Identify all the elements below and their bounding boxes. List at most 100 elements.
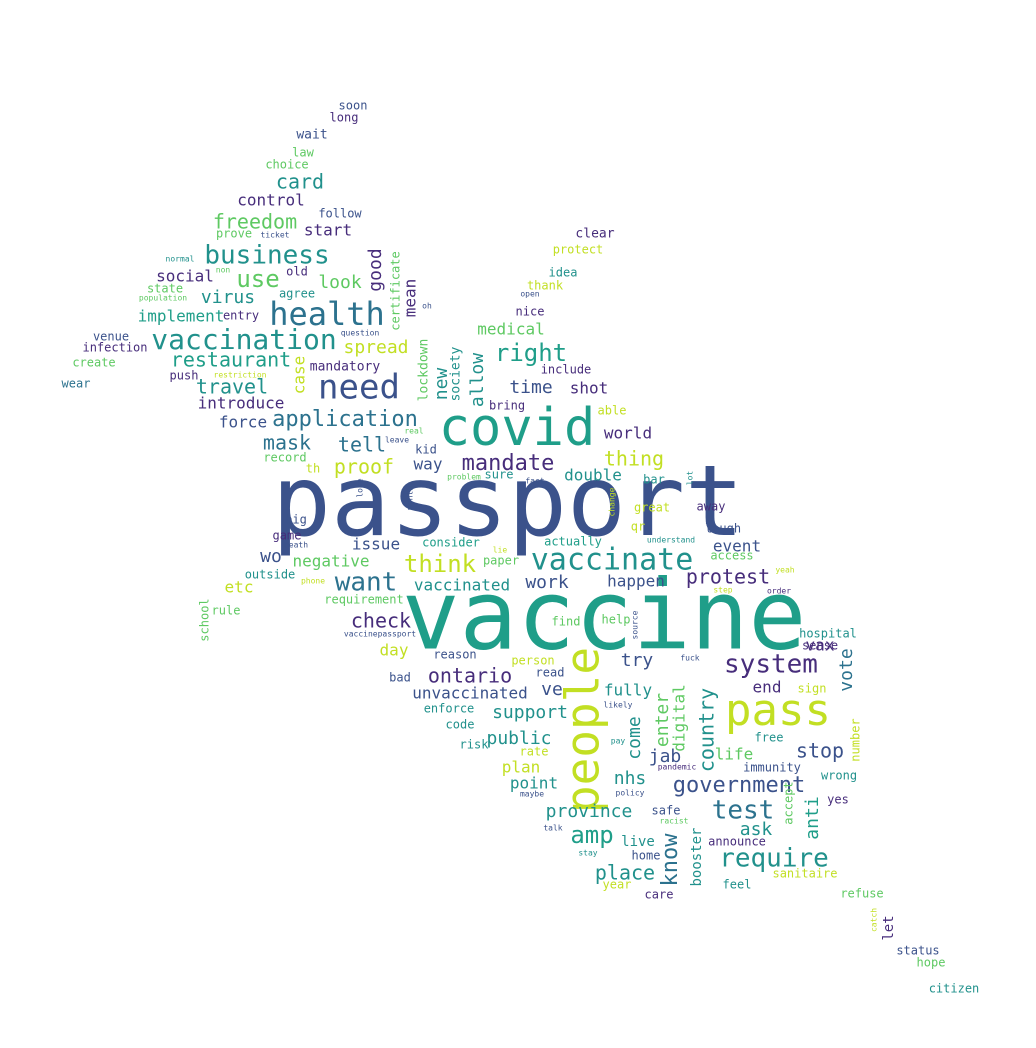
word-government: government <box>673 773 805 798</box>
word-create: create <box>72 356 115 370</box>
word-jab: jab <box>649 746 682 767</box>
word-sign: sign <box>798 682 827 696</box>
word-agree: agree <box>279 287 315 301</box>
word-phone: phone <box>301 577 325 586</box>
word-oh: oh <box>422 302 432 311</box>
word-non: non <box>216 266 231 275</box>
word-introduce: introduce <box>198 394 285 413</box>
word-announce: announce <box>708 835 766 849</box>
word-public: public <box>486 728 551 749</box>
word-order: order <box>767 587 791 596</box>
word-ve: ve <box>541 679 563 700</box>
word-issue: issue <box>352 535 400 554</box>
word-test: test <box>712 796 775 826</box>
word-social: social <box>156 267 214 286</box>
word-actually: actually <box>544 535 602 549</box>
word-citizen: citizen <box>929 982 980 996</box>
word-sanitaire: sanitaire <box>772 867 837 881</box>
word-stay: stay <box>578 849 597 858</box>
word-check: check <box>351 609 411 633</box>
word-mandate: mandate <box>462 451 555 476</box>
word-vaccinate: vaccinate <box>531 543 694 578</box>
word-game: game <box>273 529 302 543</box>
word-end: end <box>753 678 782 697</box>
word-ask: ask <box>740 819 773 840</box>
word-virus: virus <box>201 287 255 308</box>
word-mask: mask <box>263 431 311 455</box>
word-lot: lot <box>686 471 695 486</box>
word-wrong: wrong <box>821 769 857 783</box>
word-try: try <box>621 650 654 671</box>
word-booster: booster <box>689 827 705 886</box>
word-plan: plan <box>502 758 541 777</box>
word-time: time <box>509 377 552 398</box>
word-good: good <box>365 248 386 291</box>
word-travel: travel <box>196 375 268 399</box>
word-free: free <box>755 731 784 745</box>
word-certificate: certificate <box>389 251 403 330</box>
word-nhs: nhs <box>614 768 647 789</box>
word-help: help <box>602 613 631 627</box>
word-thank: thank <box>527 279 564 293</box>
word-new: new <box>431 368 452 401</box>
word-fact: fact <box>525 477 544 486</box>
word-point: point <box>510 774 558 793</box>
word-digital: digital <box>670 684 689 751</box>
word-leave: leave <box>385 436 409 445</box>
word-pay: pay <box>611 737 626 746</box>
word-let: let <box>881 915 897 940</box>
word-year: year <box>603 878 632 892</box>
word-able: able <box>598 404 627 418</box>
word-business: business <box>204 241 329 271</box>
word-real: real <box>404 427 423 436</box>
word-problem: problem <box>447 473 481 482</box>
word-want: want <box>335 568 398 598</box>
word-implement: implement <box>138 307 225 326</box>
word-event: event <box>713 537 761 556</box>
word-control: control <box>237 191 304 210</box>
word-bar: bar <box>643 473 665 487</box>
word-allow: allow <box>467 353 488 407</box>
word-school: school <box>198 598 212 641</box>
word-long: long <box>330 111 359 125</box>
word-mean: mean <box>401 279 420 318</box>
word-thing: thing <box>604 447 664 471</box>
word-death: death <box>284 541 308 550</box>
word-safe: safe <box>652 804 681 818</box>
word-think: think <box>404 550 477 578</box>
word-source: source <box>631 610 640 639</box>
word-status: status <box>896 944 939 958</box>
word-yeah: yeah <box>775 566 794 575</box>
word-covid: covid <box>439 398 596 458</box>
word-health: health <box>269 295 385 333</box>
word-consider: consider <box>422 536 480 550</box>
word-freedom: freedom <box>213 210 297 234</box>
word-big: big <box>285 513 307 527</box>
word-paper: paper <box>483 554 519 568</box>
word-risk: risk <box>460 738 490 752</box>
word-change: change <box>608 487 617 516</box>
word-restaurant: restaurant <box>171 348 291 372</box>
word-bad: bad <box>389 671 411 685</box>
word-venue: venue <box>93 330 129 344</box>
word-card: card <box>276 170 324 194</box>
word-requirement: requirement <box>324 593 403 607</box>
word-person: person <box>511 654 554 668</box>
word-population: population <box>139 294 187 303</box>
word-vaccinepassport: vaccinepassport <box>344 630 416 639</box>
word-step: step <box>713 586 732 595</box>
word-vote: vote <box>836 648 857 691</box>
word-soon: soon <box>339 99 368 113</box>
word-place: place <box>595 861 655 885</box>
word-yes: yes <box>827 793 849 807</box>
word-care: care <box>645 888 674 902</box>
word-know: know <box>658 833 683 887</box>
word-maybe: maybe <box>520 790 544 799</box>
word-negative: negative <box>292 552 369 571</box>
word-way: way <box>414 455 443 474</box>
word-catch: catch <box>870 908 879 932</box>
word-country: country <box>695 688 719 772</box>
word-entry: entry <box>223 309 259 323</box>
word-wait: wait <box>296 128 327 143</box>
